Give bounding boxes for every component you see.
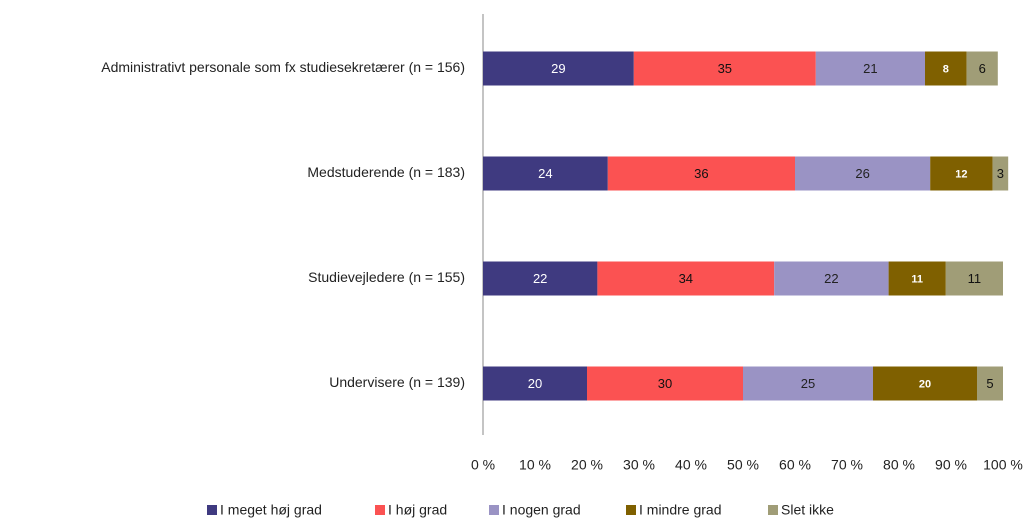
value-label: 25 (801, 376, 815, 391)
bar-segment (966, 51, 998, 86)
x-tick-label: 0 % (471, 457, 495, 473)
legend-label: I høj grad (388, 502, 447, 518)
value-label: 8 (943, 63, 949, 75)
value-label: 34 (679, 271, 693, 286)
bar-segment (587, 366, 743, 401)
legend-swatch (489, 505, 499, 515)
bar-segment (483, 366, 587, 401)
bar-segment (925, 51, 967, 86)
x-tick-label: 30 % (623, 457, 655, 473)
x-tick-label: 50 % (727, 457, 759, 473)
bar-segment (795, 156, 931, 191)
category-label: Undervisere (n = 139) (329, 374, 465, 390)
bar-segment (483, 156, 608, 191)
value-label: 5 (986, 376, 993, 391)
value-label: 22 (824, 271, 838, 286)
legend-label: Slet ikke (781, 502, 834, 518)
value-label: 11 (968, 271, 982, 286)
legend-label: I mindre grad (639, 502, 721, 518)
bar-segment (992, 156, 1009, 191)
x-tick-label: 10 % (519, 457, 551, 473)
bar-segment (483, 51, 634, 86)
x-tick-label: 70 % (831, 457, 863, 473)
bar-segment (743, 366, 873, 401)
x-tick-label: 100 % (983, 457, 1023, 473)
x-tick-label: 90 % (935, 457, 967, 473)
value-label: 36 (694, 166, 708, 181)
bar-segment (873, 366, 977, 401)
value-label: 20 (528, 376, 542, 391)
legend-swatch (207, 505, 217, 515)
bar-segment (977, 366, 1003, 401)
category-label: Administrativt personale som fx studiese… (101, 59, 465, 75)
value-label: 35 (718, 61, 732, 76)
value-label: 24 (538, 166, 552, 181)
x-tick-label: 40 % (675, 457, 707, 473)
bar-segment (483, 261, 598, 296)
category-label: Medstuderende (n = 183) (307, 164, 465, 180)
value-label: 26 (855, 166, 869, 181)
category-label: Studievejledere (n = 155) (308, 269, 465, 285)
value-label: 21 (863, 61, 877, 76)
bar-segment (607, 156, 795, 191)
legend-label: I nogen grad (502, 502, 581, 518)
legend-swatch (626, 505, 636, 515)
bar-segment (945, 261, 1003, 296)
value-label: 22 (533, 271, 547, 286)
bar-segment (597, 261, 775, 296)
bar-segment (774, 261, 889, 296)
x-tick-label: 20 % (571, 457, 603, 473)
value-label: 6 (979, 61, 986, 76)
legend-swatch (768, 505, 778, 515)
bar-segment (815, 51, 925, 86)
x-tick-label: 60 % (779, 457, 811, 473)
value-label: 20 (919, 378, 931, 390)
x-tick-label: 80 % (883, 457, 915, 473)
bar-segment (633, 51, 816, 86)
value-label: 29 (551, 61, 565, 76)
legend-swatch (375, 505, 385, 515)
value-label: 3 (997, 166, 1004, 181)
value-label: 30 (658, 376, 672, 391)
bar-segment (930, 156, 993, 191)
value-label: 11 (911, 273, 923, 285)
bar-segment (888, 261, 946, 296)
legend-label: I meget høj grad (220, 502, 322, 518)
value-label: 12 (955, 168, 967, 180)
